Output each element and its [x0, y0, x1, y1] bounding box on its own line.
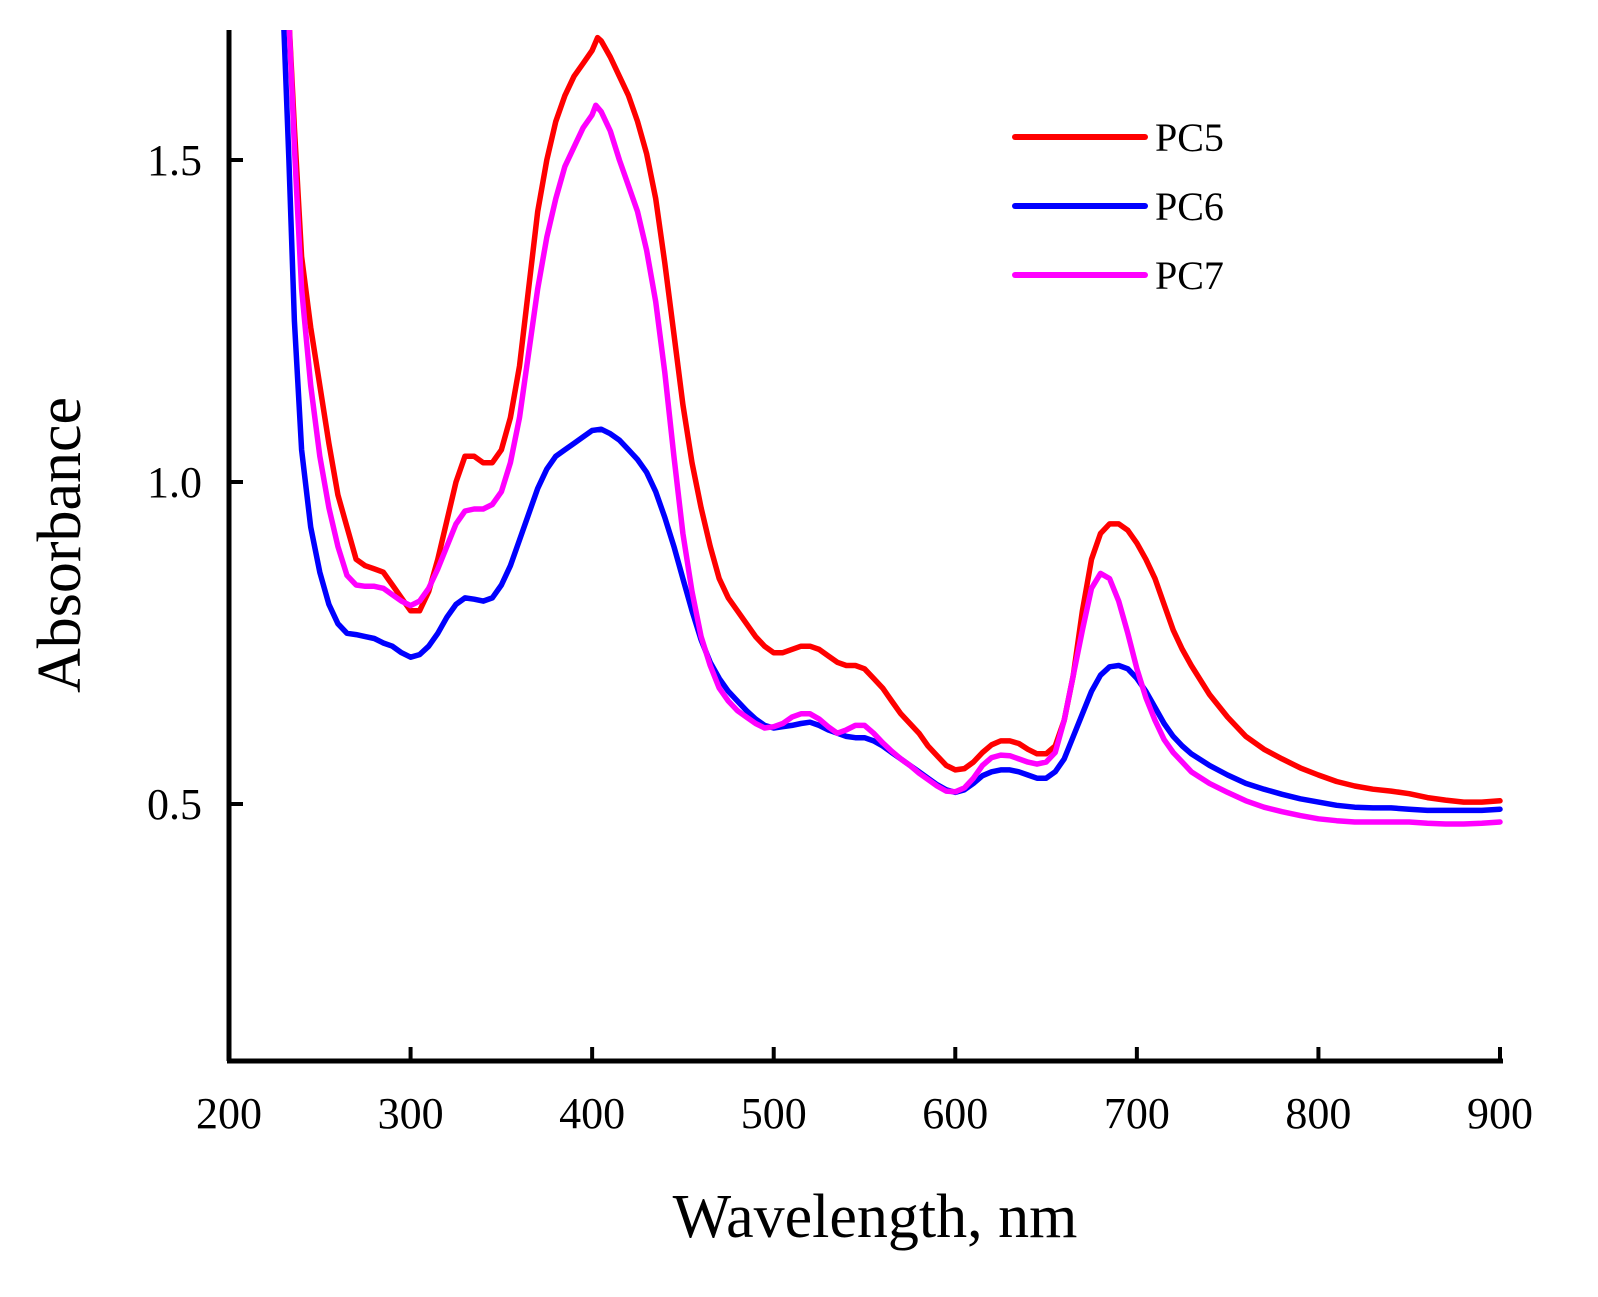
y-axis-title: Absorbance [26, 397, 94, 693]
x-tick-label-900: 900 [1467, 1089, 1533, 1138]
x-tick-label-200: 200 [196, 1089, 262, 1138]
x-tick-label-600: 600 [922, 1089, 988, 1138]
legend-label-pc6: PC6 [1155, 184, 1224, 229]
series-line-pc7 [286, 30, 1503, 827]
x-tick-label-700: 700 [1104, 1089, 1170, 1138]
x-tick-label-800: 800 [1285, 1089, 1351, 1138]
axes-layer [226, 30, 1503, 1064]
legend-label-pc7: PC7 [1155, 253, 1224, 298]
legend: PC5 PC6 PC7 [1012, 115, 1224, 298]
x-tick-label-400: 400 [559, 1089, 625, 1138]
y-tick-label-0.5: 0.5 [147, 780, 202, 829]
ticks-layer: 200 300 400 500 600 700 800 900 0.5 1.0 1.5 [147, 136, 1533, 1138]
series-line-pc5 [286, 30, 1503, 805]
series-layer [281, 30, 1503, 827]
x-tick-label-500: 500 [741, 1089, 807, 1138]
y-tick-label-1: 1.0 [147, 458, 202, 507]
legend-label-pc5: PC5 [1155, 115, 1224, 160]
x-axis-title: Wavelength, nm [673, 1183, 1078, 1251]
y-tick-label-1.5: 1.5 [147, 136, 202, 185]
series-line-pc6 [281, 30, 1503, 814]
x-tick-label-300: 300 [378, 1089, 444, 1138]
